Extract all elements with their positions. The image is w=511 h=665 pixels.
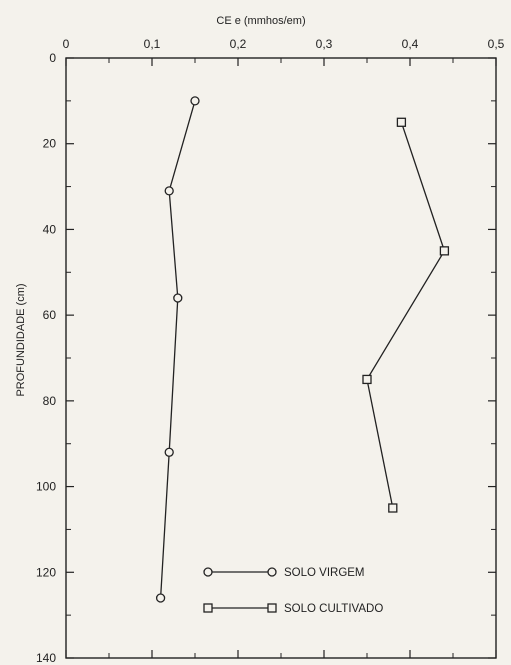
y-tick-label: 0: [49, 51, 56, 65]
data-point: [173, 293, 183, 303]
legend-marker: [267, 567, 277, 577]
data-point: [396, 117, 407, 127]
legend: SOLO VIRGEM SOLO CULTIVADO: [203, 567, 383, 615]
x-tick-label: 0,1: [144, 37, 161, 51]
y-tick-label: 80: [43, 394, 57, 408]
y-axis-title: PROFUNDIDADE (cm): [15, 283, 27, 396]
y-tick-label: 60: [43, 308, 57, 322]
data-point: [388, 503, 398, 513]
y-tick-label: 120: [36, 565, 56, 579]
legend-marker: [267, 603, 277, 613]
legend-marker: [203, 567, 213, 577]
data-point: [439, 246, 450, 256]
x-tick-label: 0,3: [316, 37, 333, 51]
x-tick-label: 0,2: [230, 37, 247, 51]
series-layer: [155, 96, 450, 603]
y-tick-label: 20: [43, 137, 57, 151]
series-line: [366, 122, 446, 509]
data-point: [164, 447, 174, 457]
legend-label: SOLO CULTIVADO: [284, 603, 383, 615]
x-tick-label: 0,4: [402, 37, 419, 51]
y-tick-label: 140: [36, 651, 56, 665]
x-axis-title: CE e (mmhos/em): [216, 15, 305, 27]
legend-label: SOLO VIRGEM: [284, 567, 365, 579]
axes: 0 0,1 0,2 0,3 0,4 0,5 0 20 40 60 80 100 120 140: [36, 37, 505, 665]
y-tick-label: 100: [36, 480, 56, 494]
data-point: [362, 374, 372, 385]
y-tick-label: 40: [43, 222, 57, 236]
series-square: [362, 117, 450, 513]
plot-frame: [65, 57, 497, 659]
series-circle: [155, 96, 200, 603]
x-tick-label: 0: [63, 37, 70, 51]
data-point: [164, 186, 174, 196]
series-line: [159, 100, 196, 599]
data-point: [155, 593, 166, 603]
data-point: [190, 96, 200, 106]
x-tick-label: 0,5: [488, 37, 505, 51]
legend-marker: [203, 603, 213, 613]
